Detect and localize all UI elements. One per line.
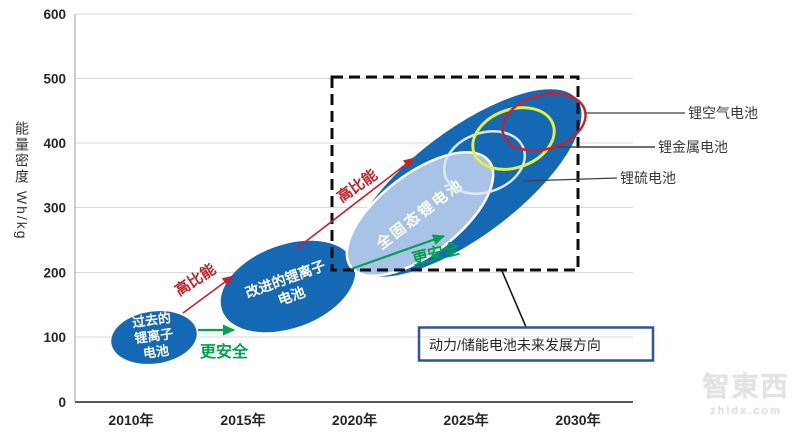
callout-leader-line	[501, 270, 527, 328]
y-tick-300: 300	[43, 201, 66, 216]
high-energy-label-1: 高比能	[171, 260, 219, 300]
bubble-improved-liion-shape	[220, 240, 356, 333]
watermark-logo: 智東西	[702, 372, 790, 402]
label-li-air: 锂空气电池	[688, 105, 758, 121]
x-tick-2010: 2010年	[108, 412, 153, 428]
y-tick-500: 500	[43, 72, 66, 87]
watermark: 智東西 zhidx.com	[694, 374, 798, 417]
bubble-past-liion-line2: 锂离子	[133, 326, 174, 346]
bubble-past-liion-shape	[111, 311, 197, 364]
label-li-metal: 锂金属电池	[658, 139, 728, 155]
leader-li-sulfur	[522, 177, 618, 182]
y-tick-labels: 600 500 400 300 200 100 0	[43, 7, 66, 410]
bubble-past-liion-line3: 电池	[142, 343, 170, 361]
y-axis-title: 能量密度 Wh/kg	[14, 121, 30, 241]
callout-box	[417, 326, 655, 362]
y-tick-100: 100	[43, 330, 66, 345]
high-energy-arrow-1	[182, 275, 234, 314]
ring-li-air-shape	[501, 92, 587, 152]
x-tick-2030: 2030年	[555, 412, 600, 428]
y-tick-600: 600	[43, 7, 66, 22]
x-tick-2025: 2025年	[443, 412, 488, 428]
bubble-solid-state: 全固态锂电池	[345, 151, 495, 277]
bubble-improved-liion: 改进的锂离子 电池	[220, 240, 356, 333]
ring-li-metal	[471, 106, 556, 171]
ring-li-metal-shape	[471, 106, 556, 171]
y-tick-200: 200	[43, 266, 66, 281]
safer-label-1: 更安全	[200, 342, 249, 361]
future-direction-dashed-box	[330, 75, 580, 272]
watermark-domain: zhidx.com	[710, 405, 782, 417]
ring-leaders: 锂空气电池 锂金属电池 锂硫电池	[522, 105, 758, 186]
y-tick-0: 0	[58, 395, 66, 410]
high-energy-arrow-2	[295, 157, 415, 250]
ring-li-air	[501, 92, 587, 152]
safer-arrow-2	[350, 234, 446, 271]
bubble-past-liion-line1: 过去的	[131, 310, 172, 330]
callout-text: 动力/储能电池未来发展方向	[429, 337, 601, 353]
bubble-past-liion: 过去的 锂离子 电池	[111, 310, 197, 364]
label-li-sulfur: 锂硫电池	[620, 170, 676, 186]
bubble-solid-state-shape	[345, 151, 495, 277]
x-tick-2015: 2015年	[220, 412, 265, 428]
y-tick-400: 400	[43, 136, 66, 151]
x-tick-2020: 2020年	[332, 412, 377, 428]
callout: 动力/储能电池未来发展方向	[417, 270, 655, 362]
x-tick-labels: 2010年 2015年 2020年 2025年 2030年	[108, 412, 600, 428]
